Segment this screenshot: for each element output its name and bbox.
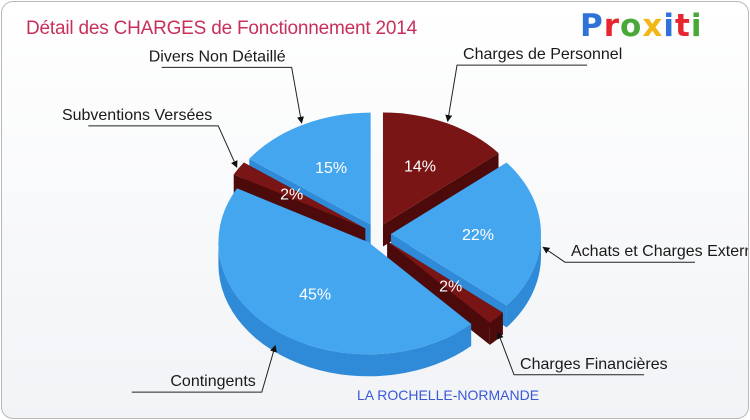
pie-slice-top xyxy=(249,112,371,225)
pie-slice-side xyxy=(218,242,472,377)
logo-letter: o xyxy=(620,8,643,44)
logo-letter: t xyxy=(674,8,691,44)
callout-category-label: Charges de Personnel xyxy=(463,46,622,63)
pie-percent-label: 45% xyxy=(299,287,331,304)
pie-percent-label: 14% xyxy=(404,159,436,176)
callout-category-label: Achats et Charges Externes xyxy=(571,243,749,260)
callout-leader-line xyxy=(445,64,588,123)
pie-slice-side xyxy=(506,234,541,328)
pie-slice xyxy=(218,188,472,377)
pie-percent-label: 22% xyxy=(462,227,494,244)
callout-leader-line xyxy=(88,125,238,168)
pie-slice-top xyxy=(218,188,472,355)
callout-leader-line xyxy=(161,66,304,124)
logo-letter: P xyxy=(580,8,604,44)
callout-category-label: Subventions Versées xyxy=(62,107,212,124)
callout-category-label: Charges Financières xyxy=(520,356,668,373)
pie-percent-label: 15% xyxy=(315,160,347,177)
pie-slice-top xyxy=(387,241,503,323)
pie-slice-top xyxy=(391,162,541,306)
pie-slice-top xyxy=(382,112,499,225)
callout-leader-line xyxy=(496,331,645,376)
pie-percent-label: 2% xyxy=(280,187,303,204)
chart-title: Détail des CHARGES de Fonctionnement 201… xyxy=(26,18,418,39)
logo-letter: x xyxy=(642,8,664,44)
pie-slice-top xyxy=(233,162,366,229)
logo-letter: r xyxy=(603,8,621,44)
logo-letter: i xyxy=(663,8,675,44)
pie-percent-label: 2% xyxy=(439,279,462,296)
callout-leader-line xyxy=(131,344,277,393)
callout-category-label: Contingents xyxy=(170,373,255,390)
callout-category-label: Divers Non Détaillé xyxy=(149,48,286,65)
callout-leader-line xyxy=(542,246,695,263)
logo-letter: i xyxy=(690,8,703,44)
proxiti-logo: Proxiti xyxy=(580,8,702,44)
chart-subtitle: LA ROCHELLE-NORMANDE xyxy=(357,387,540,403)
